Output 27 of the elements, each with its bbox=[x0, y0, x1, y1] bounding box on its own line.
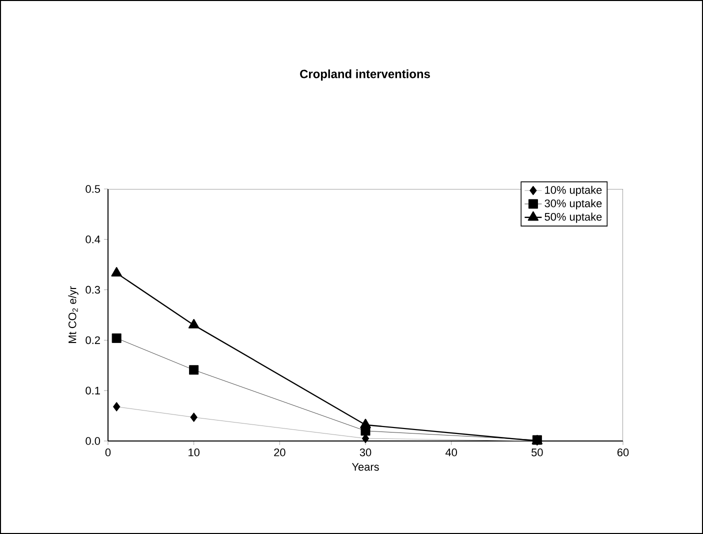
x-tick-label: 0 bbox=[105, 448, 111, 456]
chart-title: Cropland interventions bbox=[300, 69, 430, 81]
point bbox=[190, 412, 198, 422]
x-axis-title: Years bbox=[352, 463, 379, 471]
point bbox=[360, 418, 371, 428]
legend-label: 30% uptake bbox=[544, 199, 602, 210]
x-tick-label: 50 bbox=[532, 448, 543, 456]
y-axis-title: Mt CO$_{2}$ e/yr bbox=[68, 286, 78, 343]
y-tick-label: 0.4 bbox=[86, 236, 100, 244]
point bbox=[112, 402, 120, 412]
legend-label: 10% uptake bbox=[545, 186, 602, 196]
legend-label: 50% uptake bbox=[544, 212, 602, 223]
y-tick-label: 0.5 bbox=[86, 185, 100, 193]
x-tick-label: 20 bbox=[274, 448, 286, 456]
y-tick-label: 0.2 bbox=[86, 336, 100, 344]
y-tick-label: 0.3 bbox=[86, 286, 100, 294]
x-tick-label: 10 bbox=[188, 448, 200, 456]
y-tick-label: 0.1 bbox=[86, 386, 100, 394]
point bbox=[112, 333, 122, 343]
x-tick-label: 30 bbox=[360, 448, 372, 456]
y-tick-label: 0.0 bbox=[86, 437, 100, 445]
x-tick-label: 40 bbox=[445, 448, 457, 456]
point bbox=[188, 318, 200, 328]
x-tick-label: 60 bbox=[617, 448, 629, 456]
point bbox=[189, 365, 199, 375]
point bbox=[362, 434, 370, 444]
point bbox=[111, 267, 122, 277]
